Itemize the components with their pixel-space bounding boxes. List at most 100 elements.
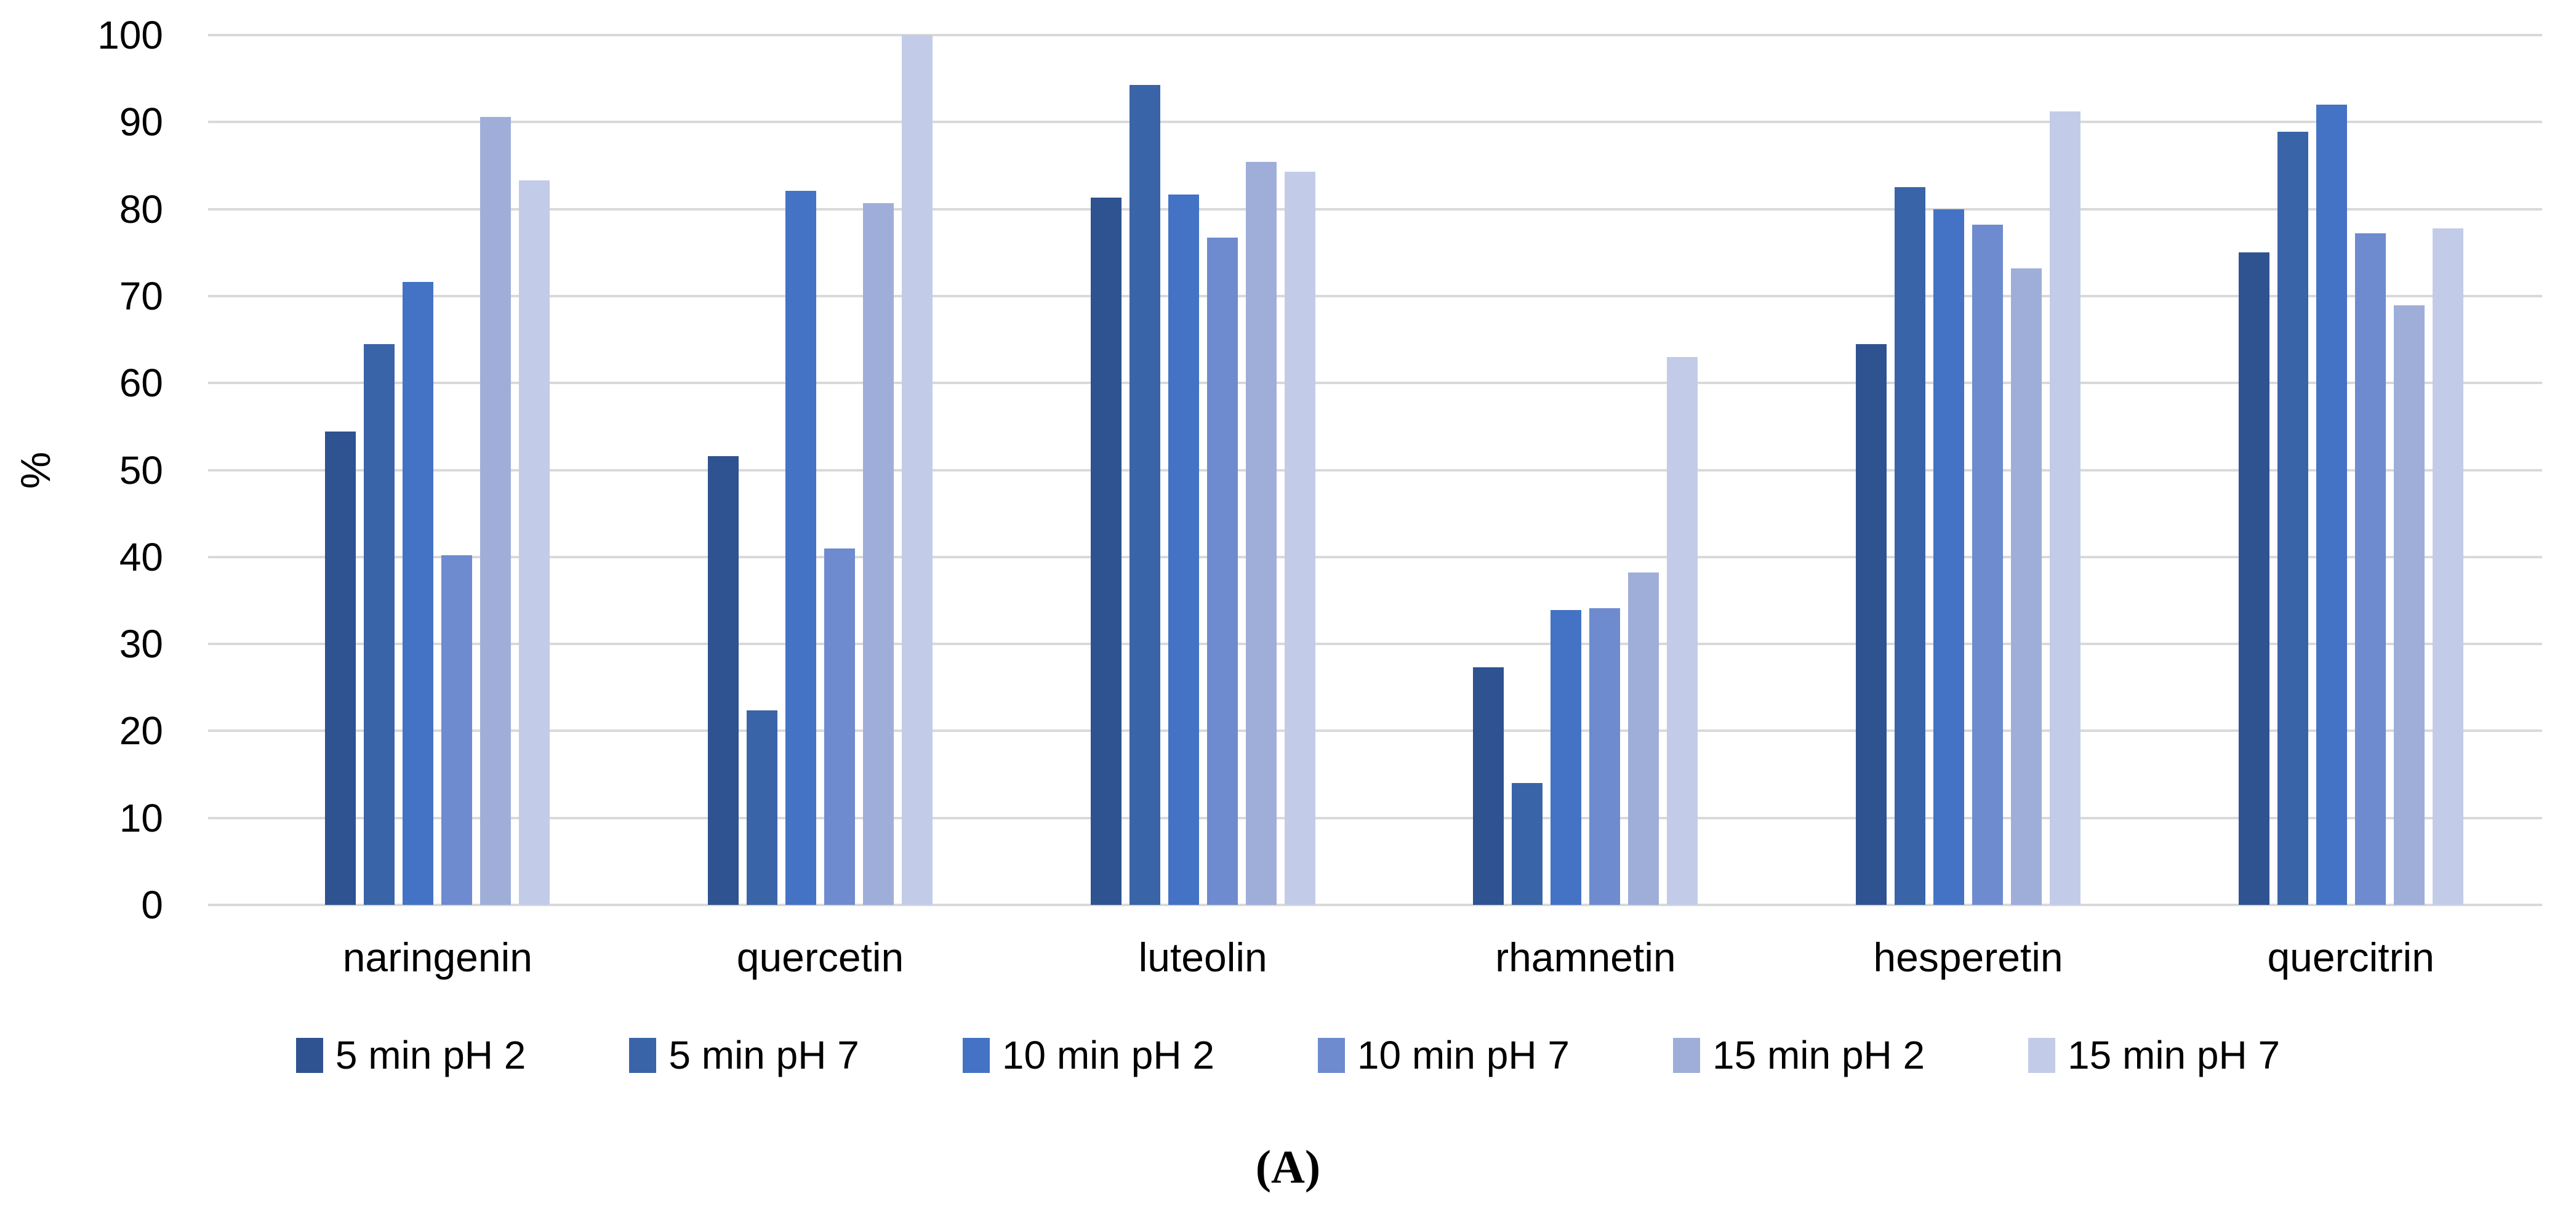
y-tick-label: 80 [119, 187, 163, 231]
bar [1168, 194, 1199, 905]
y-axis-tickmark [208, 34, 246, 36]
y-axis-title: % [12, 451, 59, 489]
category-label: quercetin [736, 934, 904, 980]
bar-groups [246, 35, 2542, 905]
gridline [246, 382, 2542, 385]
bar [1856, 343, 1887, 905]
gridline [246, 729, 2542, 733]
y-axis-tickmark [208, 468, 246, 472]
gridline [246, 34, 2542, 36]
y-axis-title-wrap: % [5, 35, 66, 905]
y-tick-label: 30 [119, 622, 163, 667]
bar [708, 456, 739, 905]
bar [824, 548, 855, 905]
legend-swatch [1317, 1037, 1345, 1073]
plot-area: 0 10 20 30 40 50 60 70 80 90 100 naringenin quercet… [97, 15, 2542, 978]
gridline [246, 468, 2542, 472]
y-axis-tickmark [208, 729, 246, 733]
y-tick-label: 40 [119, 534, 163, 579]
legend-item-label: 15 min pH 2 [1712, 1033, 1925, 1077]
legend-swatch [295, 1037, 323, 1073]
legend: 5 min pH 2 5 min pH 7 10 min pH 2 10 min pH… [0, 1035, 2576, 1075]
category-label: naringenin [342, 934, 532, 980]
bar [902, 35, 933, 905]
bar [480, 116, 512, 905]
y-tick-label: 50 [119, 448, 163, 492]
y-tick-label: 0 [141, 883, 163, 927]
bar-group [246, 35, 629, 905]
bar-group [2159, 35, 2542, 905]
y-axis-tickmark [208, 816, 246, 819]
y-tick-label: 70 [119, 273, 163, 318]
category-label: quercitrin [2267, 934, 2434, 980]
bar [2238, 252, 2269, 905]
bar [2011, 268, 2042, 905]
bar [863, 203, 894, 905]
category-label: luteolin [1138, 934, 1267, 980]
legend-item: 10 min pH 7 [1317, 1033, 1570, 1077]
legend-item: 15 min pH 2 [1672, 1033, 1925, 1077]
bar-group [1777, 35, 2160, 905]
legend-item: 10 min pH 2 [962, 1033, 1214, 1077]
legend-swatch [2028, 1037, 2056, 1073]
category-label: hesperetin [1873, 934, 2063, 980]
bar [1245, 162, 1277, 905]
bar [2432, 228, 2463, 905]
y-tick-label: 60 [119, 361, 163, 406]
y-tick-label: 90 [119, 100, 163, 145]
bar [1628, 572, 1659, 905]
legend-item-label: 10 min pH 2 [1001, 1033, 1214, 1077]
gridline [246, 816, 2542, 819]
y-axis-tickmark [208, 294, 246, 297]
legend-item-label: 5 min pH 2 [335, 1033, 526, 1077]
bar [1895, 187, 1926, 905]
y-axis-tickmark [208, 121, 246, 124]
legend-item: 5 min pH 2 [295, 1033, 526, 1077]
legend-item-label: 15 min pH 7 [2068, 1033, 2281, 1077]
gridline [246, 294, 2542, 297]
bar [1129, 84, 1160, 905]
legend-swatch [629, 1037, 657, 1073]
bar [1284, 171, 1315, 905]
y-axis-tickmark [208, 555, 246, 558]
bar-group [1011, 35, 1394, 905]
legend-item-label: 5 min pH 7 [668, 1033, 859, 1077]
bar [1589, 608, 1621, 905]
category-label: rhamnetin [1495, 934, 1676, 980]
bar-group [1394, 35, 1777, 905]
bar [785, 190, 816, 905]
bar [1972, 225, 2004, 905]
legend-item: 15 min pH 7 [2028, 1035, 2280, 1075]
bar [1512, 783, 1543, 905]
y-axis-tickmark [208, 207, 246, 211]
gridline [246, 904, 2542, 906]
bar [2316, 105, 2347, 905]
bar [364, 343, 395, 905]
gridline [246, 555, 2542, 558]
bar [2050, 111, 2081, 905]
bar [1551, 610, 1582, 905]
bar [1473, 667, 1504, 905]
bar [325, 432, 356, 905]
legend-item: 5 min pH 7 [629, 1035, 859, 1075]
bar [441, 555, 473, 905]
legend-item-label: 10 min pH 7 [1357, 1033, 1570, 1077]
x-axis-category-labels: naringenin quercetin luteolin rhamnetin hesp… [246, 937, 2542, 978]
bar [403, 282, 434, 905]
y-tick-label: 100 [97, 13, 163, 57]
bar [2354, 233, 2386, 905]
y-tick-label: 10 [119, 795, 163, 840]
bar [1206, 238, 1238, 905]
gridline [246, 643, 2542, 646]
gridline [246, 121, 2542, 124]
y-axis-tickmark [208, 643, 246, 646]
bar [2393, 305, 2425, 905]
gridline [246, 207, 2542, 211]
legend-swatch [1672, 1037, 1700, 1073]
bar [519, 180, 550, 905]
bar [2277, 131, 2308, 905]
y-axis-tickmark [208, 382, 246, 385]
figure-caption: (A) [1255, 1141, 1321, 1193]
bar [1090, 198, 1121, 905]
